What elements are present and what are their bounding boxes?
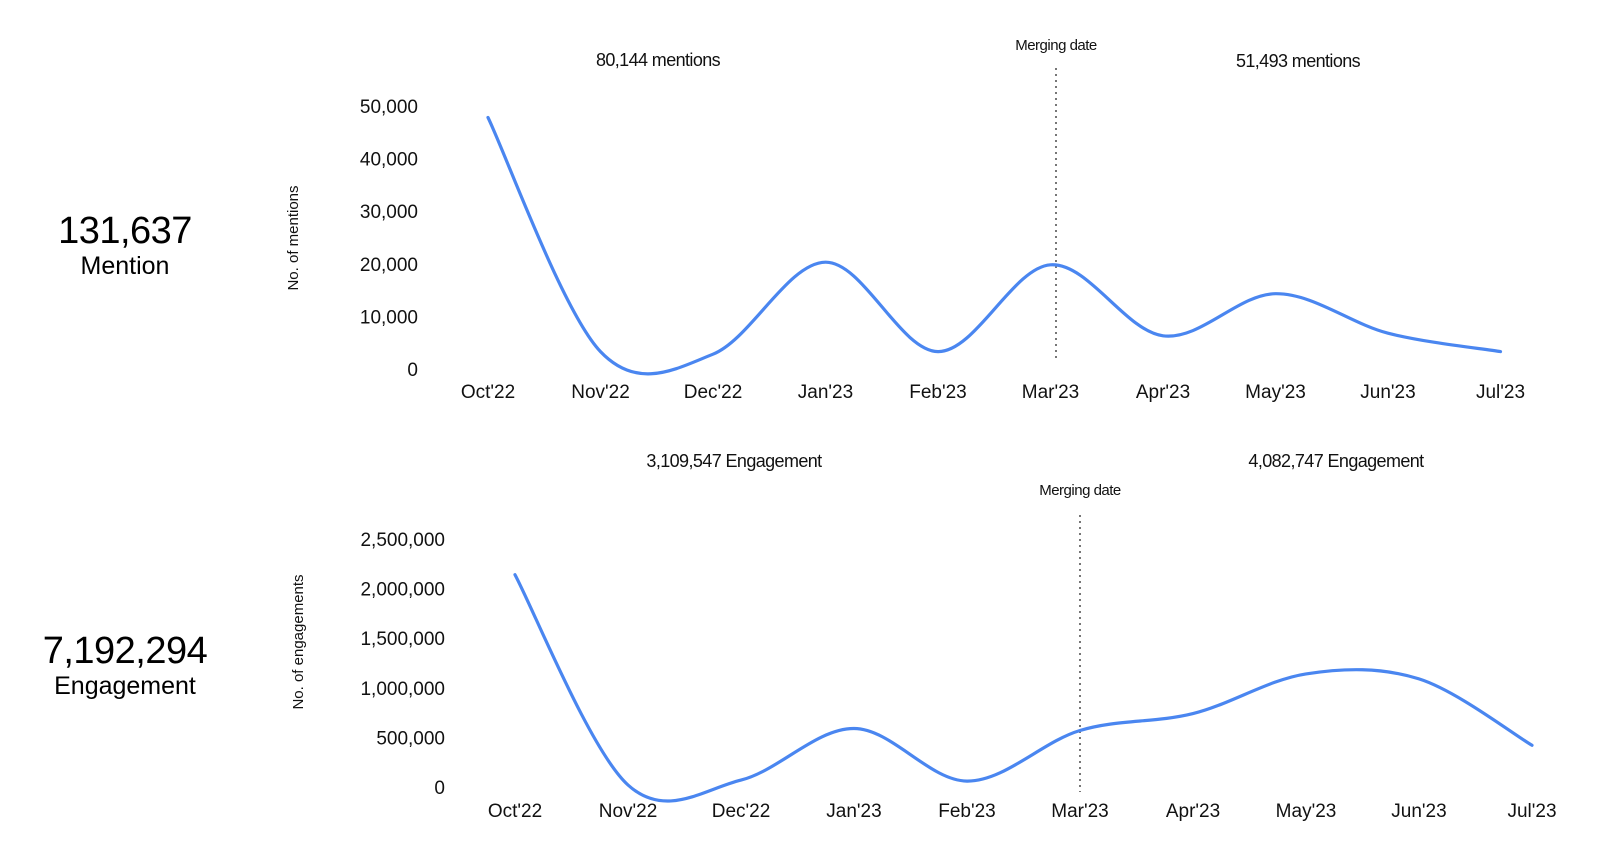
engagement-kpi: 7,192,294 Engagement [25, 630, 225, 700]
mentions-x-tick-label: Jan'23 [798, 382, 853, 403]
engagement-series-line [513, 573, 1534, 803]
mentions-x-tick-label: Jul'23 [1476, 382, 1525, 403]
engagement-x-tick-label: Feb'23 [938, 801, 996, 822]
mentions-x-tick-label: Nov'22 [571, 382, 630, 403]
mentions-series-line [486, 115, 1503, 376]
engagement-x-tick-label: Mar'23 [1051, 801, 1108, 822]
mentions-x-tick-label: Mar'23 [1022, 382, 1079, 403]
mentions-merging-date-label: Merging date [1015, 37, 1097, 54]
engagement-x-tick-label: Dec'22 [712, 801, 771, 822]
engagement-panel: 0 500,000 1,000,000 1,500,000 2,000,000 2,500… [0, 420, 1600, 860]
mentions-x-tick-label: May'23 [1245, 382, 1306, 403]
engagement-y-tick-label: 0 [434, 778, 445, 799]
mentions-kpi: 131,637 Mention [40, 210, 210, 280]
mentions-total-value: 131,637 [58, 210, 192, 252]
mentions-y-tick-label: 30,000 [360, 202, 418, 223]
mentions-chart: 0 10,000 20,000 30,000 40,000 50,000 No. of me… [285, 37, 1525, 403]
engagement-period-annotation: 3,109,547 Engagement [646, 451, 822, 471]
mentions-x-tick-label: Oct'22 [461, 382, 515, 403]
engagement-chart: 0 500,000 1,000,000 1,500,000 2,000,000 2,500… [290, 451, 1557, 822]
mentions-x-tick-label: Jun'23 [1360, 382, 1415, 403]
mentions-x-tick-label: Apr'23 [1136, 382, 1190, 403]
mentions-y-axis-title: No. of mentions [285, 185, 302, 290]
engagement-total-label: Engagement [54, 672, 196, 700]
engagement-y-axis-title: No. of engagements [290, 574, 307, 709]
mentions-y-tick-label: 20,000 [360, 255, 418, 276]
mentions-period-annotation: 80,144 mentions [596, 50, 721, 70]
engagement-y-tick-label: 2,500,000 [360, 530, 445, 551]
mentions-x-tick-label: Dec'22 [684, 382, 743, 403]
engagement-total-value: 7,192,294 [42, 630, 208, 672]
engagement-x-tick-label: Jul'23 [1507, 801, 1556, 822]
engagement-x-tick-label: Jan'23 [826, 801, 881, 822]
mentions-period-annotation: 51,493 mentions [1236, 51, 1361, 71]
engagement-period-annotation: 4,082,747 Engagement [1248, 451, 1424, 471]
engagement-x-tick-label: Oct'22 [488, 801, 542, 822]
mentions-y-tick-label: 50,000 [360, 97, 418, 118]
engagement-y-tick-label: 500,000 [376, 728, 445, 749]
engagement-y-tick-label: 1,500,000 [360, 629, 445, 650]
engagement-y-tick-label: 1,000,000 [360, 679, 445, 700]
mentions-panel: 0 10,000 20,000 30,000 40,000 50,000 No. of me… [0, 0, 1600, 420]
engagement-y-tick-label: 2,000,000 [360, 580, 445, 601]
engagement-x-tick-label: Apr'23 [1166, 801, 1220, 822]
mentions-y-tick-label: 0 [407, 360, 418, 381]
engagement-x-tick-label: Jun'23 [1391, 801, 1446, 822]
engagement-merging-date-label: Merging date [1039, 482, 1121, 499]
mentions-y-tick-label: 40,000 [360, 150, 418, 171]
engagement-x-tick-label: May'23 [1276, 801, 1337, 822]
mentions-x-tick-label: Feb'23 [909, 382, 967, 403]
engagement-x-tick-label: Nov'22 [599, 801, 658, 822]
mentions-total-label: Mention [80, 252, 170, 280]
mentions-y-tick-label: 10,000 [360, 307, 418, 328]
